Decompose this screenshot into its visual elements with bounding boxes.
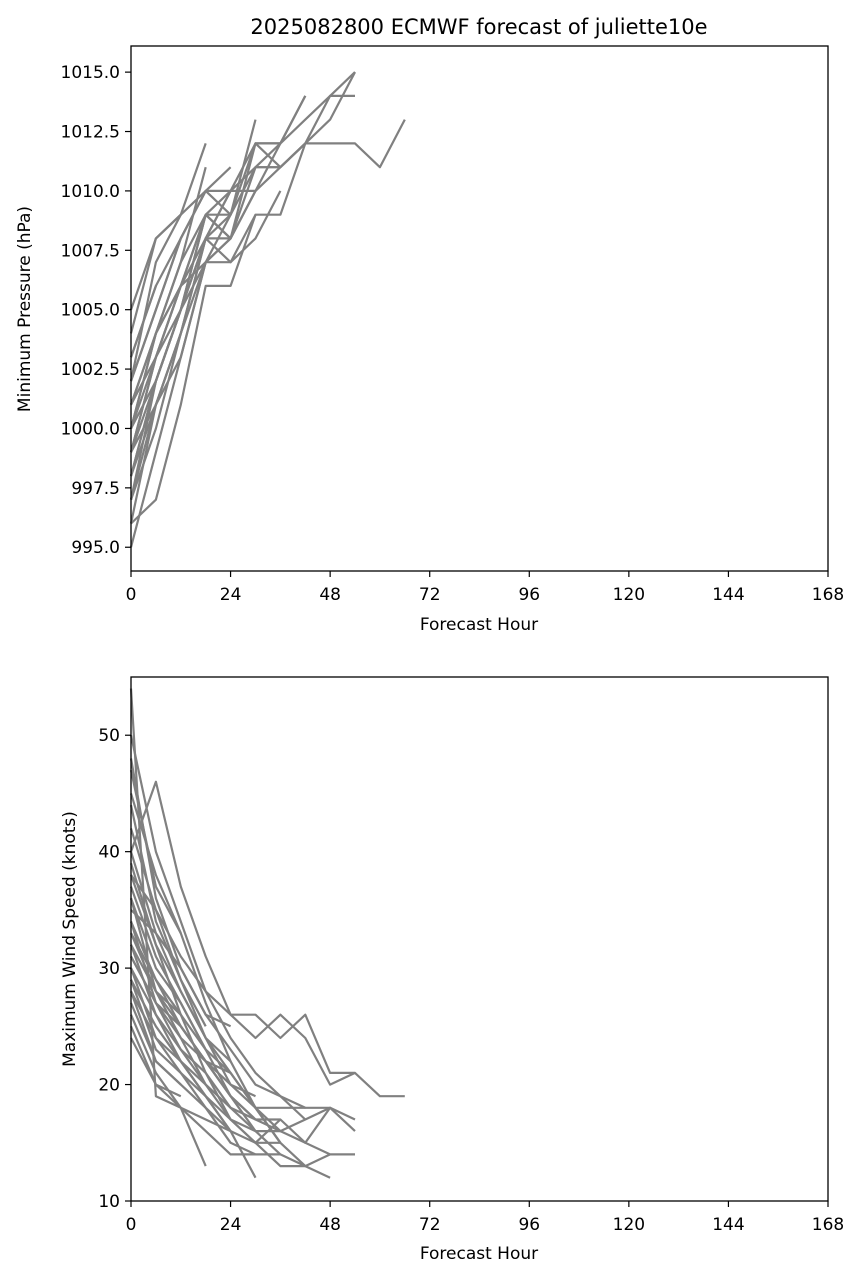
wind-series-line-1 [129,780,356,1086]
wind-series-line-24 [129,851,232,1063]
pressure-x-axis-label: Forecast Hour [420,615,538,635]
pressure-series-line-26 [129,285,157,358]
pressure-y-tick-label-4: 1005.0 [61,301,120,321]
wind-x-tick-label-3: 72 [419,1215,441,1235]
wind-x-tick-label-2: 48 [319,1215,341,1235]
pressure-series-group [129,71,406,548]
wind-series-line-8 [129,734,307,1121]
chart-title: 2025082800 ECMWF forecast of juliette10e [250,15,707,39]
wind-y-tick-label-2: 30 [98,959,120,979]
pressure-y-tick-label-1: 997.5 [71,479,120,499]
pressure-x-tick-label-2: 48 [319,585,341,605]
wind-y-tick-label-3: 40 [98,843,120,863]
wind-series-line-26 [129,688,207,1167]
pressure-x-tick-label-1: 24 [220,585,242,605]
pressure-x-tick-label-3: 72 [419,585,441,605]
wind-series-group [129,688,405,1179]
wind-series-line-33 [129,769,182,934]
pressure-y-tick-label-6: 1010.0 [61,182,120,202]
wind-series-line-32 [129,991,182,1086]
wind-series-line-27 [129,897,207,1051]
wind-x-tick-label-0: 0 [126,1215,137,1235]
wind-y-axis-label: Maximum Wind Speed (knots) [60,811,80,1067]
wind-x-tick-label-5: 120 [613,1215,645,1235]
pressure-series-line-19 [129,166,207,429]
wind-series-line-18 [129,1014,256,1156]
wind-x-tick-label-1: 24 [220,1215,242,1235]
pressure-series-line-23 [129,214,182,382]
pressure-y-tick-label-8: 1015.0 [61,63,120,83]
pressure-series-line-10 [130,214,257,406]
wind-series-line-4 [129,793,355,1156]
pressure-series-line-22 [129,285,182,406]
pressure-x-axis: 0 24 48 72 96 120 144 168 [126,571,844,605]
wind-x-tick-label-4: 96 [518,1215,540,1235]
wind-y-tick-label-4: 50 [98,726,120,746]
pressure-series-line-21 [129,261,207,548]
pressure-series-line-25 [129,309,182,453]
wind-series-line-17 [130,955,256,1121]
pressure-plot-frame [130,45,829,572]
wind-series-line-29 [129,804,207,1027]
pressure-x-tick-label-0: 0 [126,585,137,605]
pressure-y-tick-label-3: 1002.5 [61,360,120,380]
pressure-y-tick-label-7: 1012.5 [61,123,120,143]
pressure-y-axis-label: Minimum Pressure (hPa) [15,206,35,412]
pressure-x-tick-label-5: 120 [613,585,645,605]
pressure-y-tick-label-0: 995.0 [71,538,120,558]
wind-x-tick-label-7: 168 [812,1215,844,1235]
wind-series-line-28 [129,944,207,1086]
wind-series-line-9 [130,990,306,1168]
wind-x-axis: 0 24 48 72 96 120 144 168 [126,1201,844,1235]
pressure-series-line-18 [129,143,207,311]
pressure-x-tick-label-4: 96 [518,585,540,605]
pressure-chart: 2025082800 ECMWF forecast of juliette10e… [15,15,844,635]
wind-y-tick-label-1: 20 [98,1076,120,1096]
wind-y-axis: 10 20 30 40 50 [98,726,131,1212]
pressure-series-line-4 [130,143,307,525]
wind-y-tick-label-0: 10 [98,1192,120,1212]
pressure-series-line-20 [129,214,207,477]
pressure-y-tick-label-5: 1007.5 [61,241,120,261]
wind-series-line-30 [130,1037,182,1098]
wind-series-line-31 [129,862,182,1016]
pressure-series-line-24 [129,333,182,500]
pressure-x-tick-label-7: 168 [812,585,844,605]
wind-x-tick-label-6: 144 [712,1215,744,1235]
wind-plot-frame [130,676,829,1202]
wind-chart: 0 24 48 72 96 120 144 168 10 20 30 40 50 Forecast H… [60,676,844,1264]
pressure-x-tick-label-6: 144 [712,585,744,605]
pressure-y-tick-label-2: 1000.0 [61,419,120,439]
pressure-y-axis: 995.0 997.5 1000.0 1002.5 1005.0 1007.5 1010.0… [61,63,131,558]
wind-x-axis-label: Forecast Hour [420,1244,538,1264]
wind-series-line-23 [129,979,232,1132]
